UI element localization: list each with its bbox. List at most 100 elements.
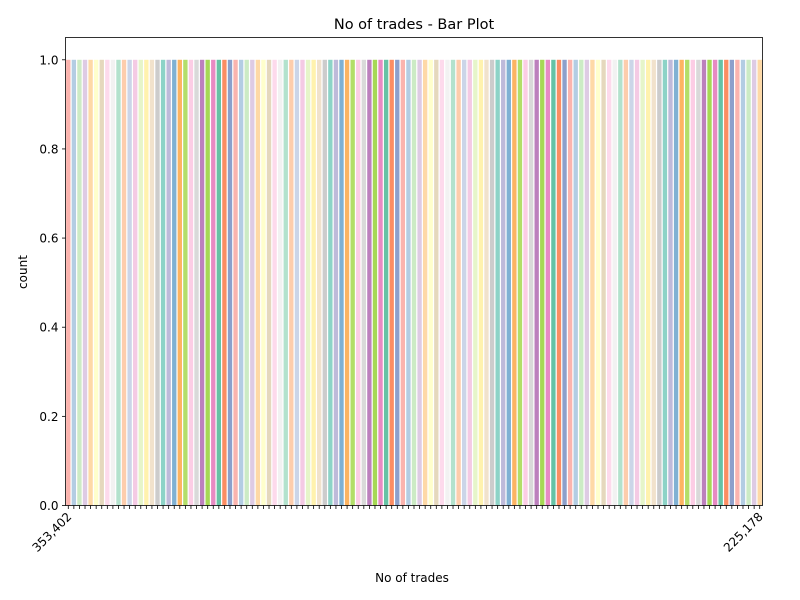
bar bbox=[663, 60, 667, 506]
x-axis-label: No of trades bbox=[375, 571, 449, 585]
bar bbox=[100, 60, 104, 506]
bar bbox=[495, 60, 499, 506]
bar bbox=[417, 60, 421, 506]
bar bbox=[345, 60, 349, 506]
bar bbox=[691, 60, 695, 506]
bar bbox=[507, 60, 511, 506]
bar bbox=[350, 60, 354, 506]
bar bbox=[150, 60, 154, 506]
bar bbox=[635, 60, 639, 506]
bar bbox=[317, 60, 321, 506]
bar bbox=[178, 60, 182, 506]
bar bbox=[306, 60, 310, 506]
bar bbox=[719, 60, 723, 506]
bar bbox=[217, 60, 221, 506]
bar bbox=[523, 60, 527, 506]
bar bbox=[256, 60, 260, 506]
chart-title: No of trades - Bar Plot bbox=[334, 17, 495, 33]
bar bbox=[239, 60, 243, 506]
bar bbox=[579, 60, 583, 506]
bar bbox=[479, 60, 483, 506]
bar bbox=[122, 60, 126, 506]
bar bbox=[618, 60, 622, 506]
bar bbox=[200, 60, 204, 506]
bar bbox=[574, 60, 578, 506]
bar bbox=[490, 60, 494, 506]
bar bbox=[468, 60, 472, 506]
bars-group bbox=[66, 60, 762, 506]
bar bbox=[629, 60, 633, 506]
x-axis-ticks: 353,402 225,178 bbox=[29, 506, 765, 555]
bar bbox=[562, 60, 566, 506]
bar bbox=[568, 60, 572, 506]
bar bbox=[456, 60, 460, 506]
bar bbox=[585, 60, 589, 506]
bar bbox=[758, 60, 762, 506]
bar bbox=[133, 60, 137, 506]
bar bbox=[529, 60, 533, 506]
bar bbox=[328, 60, 332, 506]
bar bbox=[535, 60, 539, 506]
bar bbox=[462, 60, 466, 506]
bar bbox=[323, 60, 327, 506]
bar bbox=[590, 60, 594, 506]
bar bbox=[702, 60, 706, 506]
bar bbox=[94, 60, 98, 506]
bar bbox=[406, 60, 410, 506]
bar bbox=[384, 60, 388, 506]
bar bbox=[233, 60, 237, 506]
bar bbox=[116, 60, 120, 506]
y-tick-label: 0.2 bbox=[39, 410, 58, 424]
bar bbox=[746, 60, 750, 506]
bar bbox=[401, 60, 405, 506]
bar bbox=[194, 60, 198, 506]
bar bbox=[607, 60, 611, 506]
bar bbox=[111, 60, 115, 506]
bar bbox=[183, 60, 187, 506]
bar bbox=[222, 60, 226, 506]
bar bbox=[295, 60, 299, 506]
bar bbox=[674, 60, 678, 506]
bar bbox=[83, 60, 87, 506]
bar bbox=[395, 60, 399, 506]
bar bbox=[272, 60, 276, 506]
bar bbox=[189, 60, 193, 506]
bar bbox=[267, 60, 271, 506]
bar bbox=[211, 60, 215, 506]
bar bbox=[668, 60, 672, 506]
bar bbox=[88, 60, 92, 506]
bar bbox=[596, 60, 600, 506]
bar bbox=[166, 60, 170, 506]
bar bbox=[473, 60, 477, 506]
bar bbox=[127, 60, 131, 506]
bar bbox=[551, 60, 555, 506]
y-axis-ticks: 0.0 0.2 0.4 0.6 0.8 1.0 bbox=[39, 53, 65, 513]
bar bbox=[546, 60, 550, 506]
bar bbox=[557, 60, 561, 506]
bar bbox=[289, 60, 293, 506]
bar bbox=[429, 60, 433, 506]
bar bbox=[172, 60, 176, 506]
bar bbox=[105, 60, 109, 506]
bar bbox=[752, 60, 756, 506]
y-tick-label: 0.4 bbox=[39, 321, 58, 335]
bar bbox=[412, 60, 416, 506]
bar bbox=[434, 60, 438, 506]
bar bbox=[155, 60, 159, 506]
bar bbox=[652, 60, 656, 506]
bar bbox=[77, 60, 81, 506]
y-tick-label: 0.0 bbox=[39, 499, 58, 513]
bar bbox=[72, 60, 76, 506]
bar bbox=[356, 60, 360, 506]
y-tick-label: 0.8 bbox=[39, 142, 58, 156]
bar bbox=[440, 60, 444, 506]
bar bbox=[445, 60, 449, 506]
bar bbox=[501, 60, 505, 506]
bar bbox=[640, 60, 644, 506]
bar bbox=[228, 60, 232, 506]
bar bbox=[724, 60, 728, 506]
bar bbox=[373, 60, 377, 506]
bar bbox=[339, 60, 343, 506]
x-tick-label: 225,178 bbox=[721, 510, 766, 555]
x-tick-label: 353,402 bbox=[29, 510, 74, 555]
